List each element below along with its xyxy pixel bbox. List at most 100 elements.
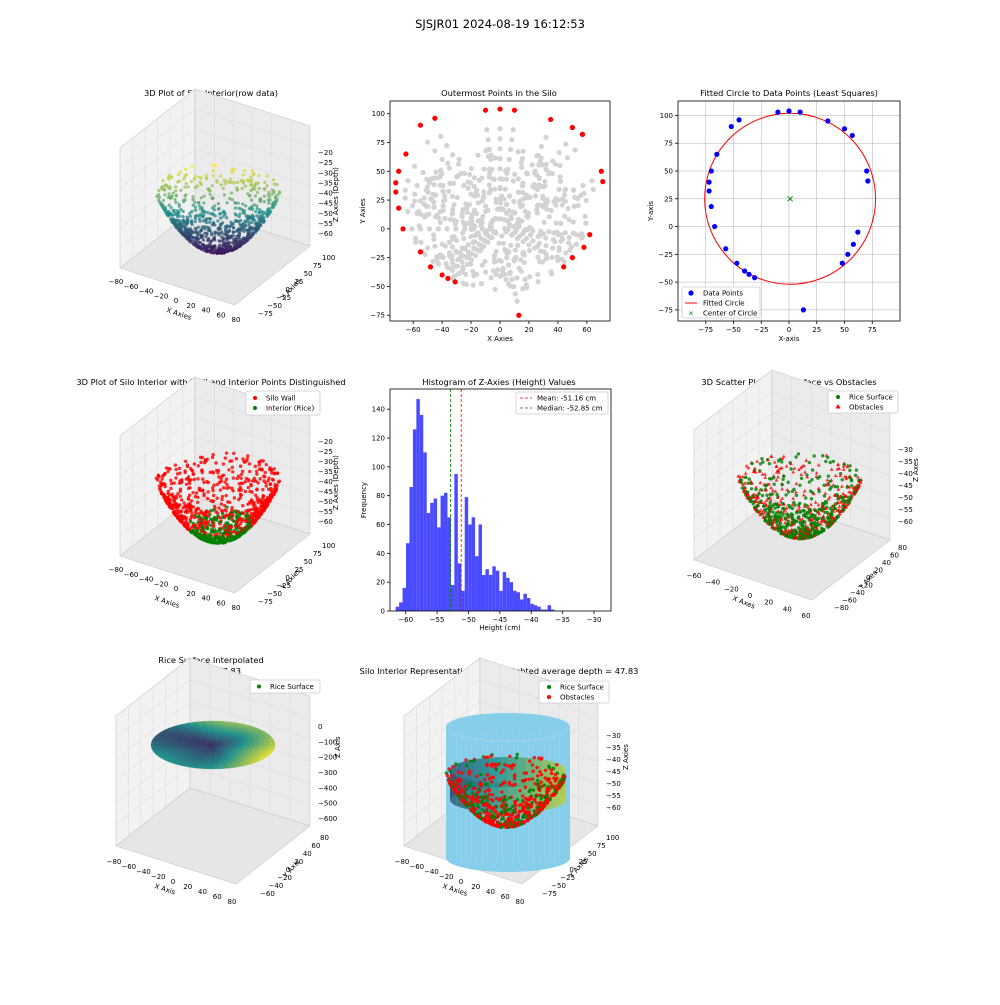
interior-point [431, 192, 436, 197]
interior-point [560, 202, 565, 207]
interior-point [525, 195, 530, 200]
x-tick-label: −40 [705, 579, 720, 587]
z-tick-label: −60 [898, 518, 913, 526]
interior-point [542, 183, 547, 188]
surface-point [170, 176, 173, 179]
surface-point [268, 195, 271, 198]
histogram-bar [465, 497, 468, 611]
interior-point [527, 274, 532, 279]
wall-point [166, 470, 169, 473]
interior-point [450, 244, 455, 249]
surface-point [157, 189, 160, 192]
z-tick-label: −40 [318, 478, 333, 486]
interior-point [584, 198, 589, 203]
wall-point [273, 472, 276, 475]
surface-point [259, 200, 262, 203]
interior-point [439, 171, 444, 176]
interior-point [489, 275, 494, 280]
outer-point [432, 116, 437, 121]
y-tick-label: 75 [313, 550, 322, 558]
surface-patch [192, 745, 197, 746]
obstacle-point [488, 777, 491, 780]
z-tick-label: −35 [898, 458, 913, 466]
z-tick-label: −30 [318, 458, 333, 466]
x-tick-label: −20 [154, 292, 169, 300]
surface-point [213, 223, 216, 226]
histogram-bar [399, 602, 402, 611]
y-tick-label: −50 [370, 283, 385, 291]
x-tick-label: 20 [187, 302, 196, 310]
histogram-bar [537, 607, 540, 611]
surface-point [174, 201, 177, 204]
surface-patch [213, 753, 216, 755]
interior-point [502, 226, 507, 231]
surface-point [167, 192, 170, 195]
interior-point [544, 256, 549, 261]
interior-point [472, 209, 477, 214]
surface-point [249, 189, 252, 192]
wall-point [203, 461, 206, 464]
interior-point [443, 261, 448, 266]
histogram-bar [527, 598, 530, 611]
outer-point [418, 249, 423, 254]
y-tick-label: 75 [664, 140, 673, 148]
x-tick-label: −20 [464, 326, 479, 334]
wall-point [169, 487, 172, 490]
surface-point [216, 219, 219, 222]
surface-point [167, 214, 170, 217]
interior-point [535, 255, 540, 260]
data-point [845, 252, 850, 257]
surface-point [168, 203, 171, 206]
obstacle-point [535, 801, 538, 804]
obstacle-point [490, 780, 493, 783]
obstacle-point [512, 764, 515, 767]
surface-point [225, 216, 228, 219]
surface-point [170, 214, 173, 217]
interior-point [477, 178, 482, 183]
wall-point [181, 506, 184, 509]
surface-point [268, 199, 271, 202]
x-tick-label: −20 [724, 585, 739, 593]
legend: Rice Surface [250, 680, 320, 693]
wall-point [256, 501, 259, 504]
rice-point [828, 488, 831, 491]
interior-point [535, 272, 540, 277]
surface-point [228, 181, 231, 184]
interior-point [415, 183, 420, 188]
rice-point [780, 460, 783, 463]
interior-point [485, 147, 490, 152]
surface-patch [213, 761, 219, 763]
interior-point [529, 227, 534, 232]
surface-patch [244, 743, 249, 745]
interior-point [533, 193, 538, 198]
histogram-bar [523, 594, 526, 611]
interior-point [426, 211, 431, 216]
wall-point [161, 474, 164, 477]
rice-point [793, 503, 796, 506]
x-tick-label: −30 [587, 616, 602, 624]
surface-point [206, 211, 209, 214]
surface-point [223, 193, 226, 196]
interior-point [550, 255, 555, 260]
rice-point [787, 490, 790, 493]
surface-point [190, 165, 193, 168]
obstacle-point [518, 789, 521, 792]
interior-point [559, 257, 564, 262]
wall-point [187, 498, 190, 501]
surface-point [163, 193, 166, 196]
surface-point [211, 184, 214, 187]
surface-point [211, 164, 214, 167]
data-point [729, 124, 734, 129]
wall-point [209, 471, 212, 474]
rice-point [534, 795, 537, 798]
rice-point [750, 462, 753, 465]
wall-point [215, 497, 218, 500]
interior-points-gray [403, 126, 596, 304]
surface-point [179, 189, 182, 192]
histogram-bar [430, 503, 433, 611]
surface-point [216, 252, 219, 255]
interior-point [497, 136, 502, 141]
histogram-bar [479, 525, 482, 611]
